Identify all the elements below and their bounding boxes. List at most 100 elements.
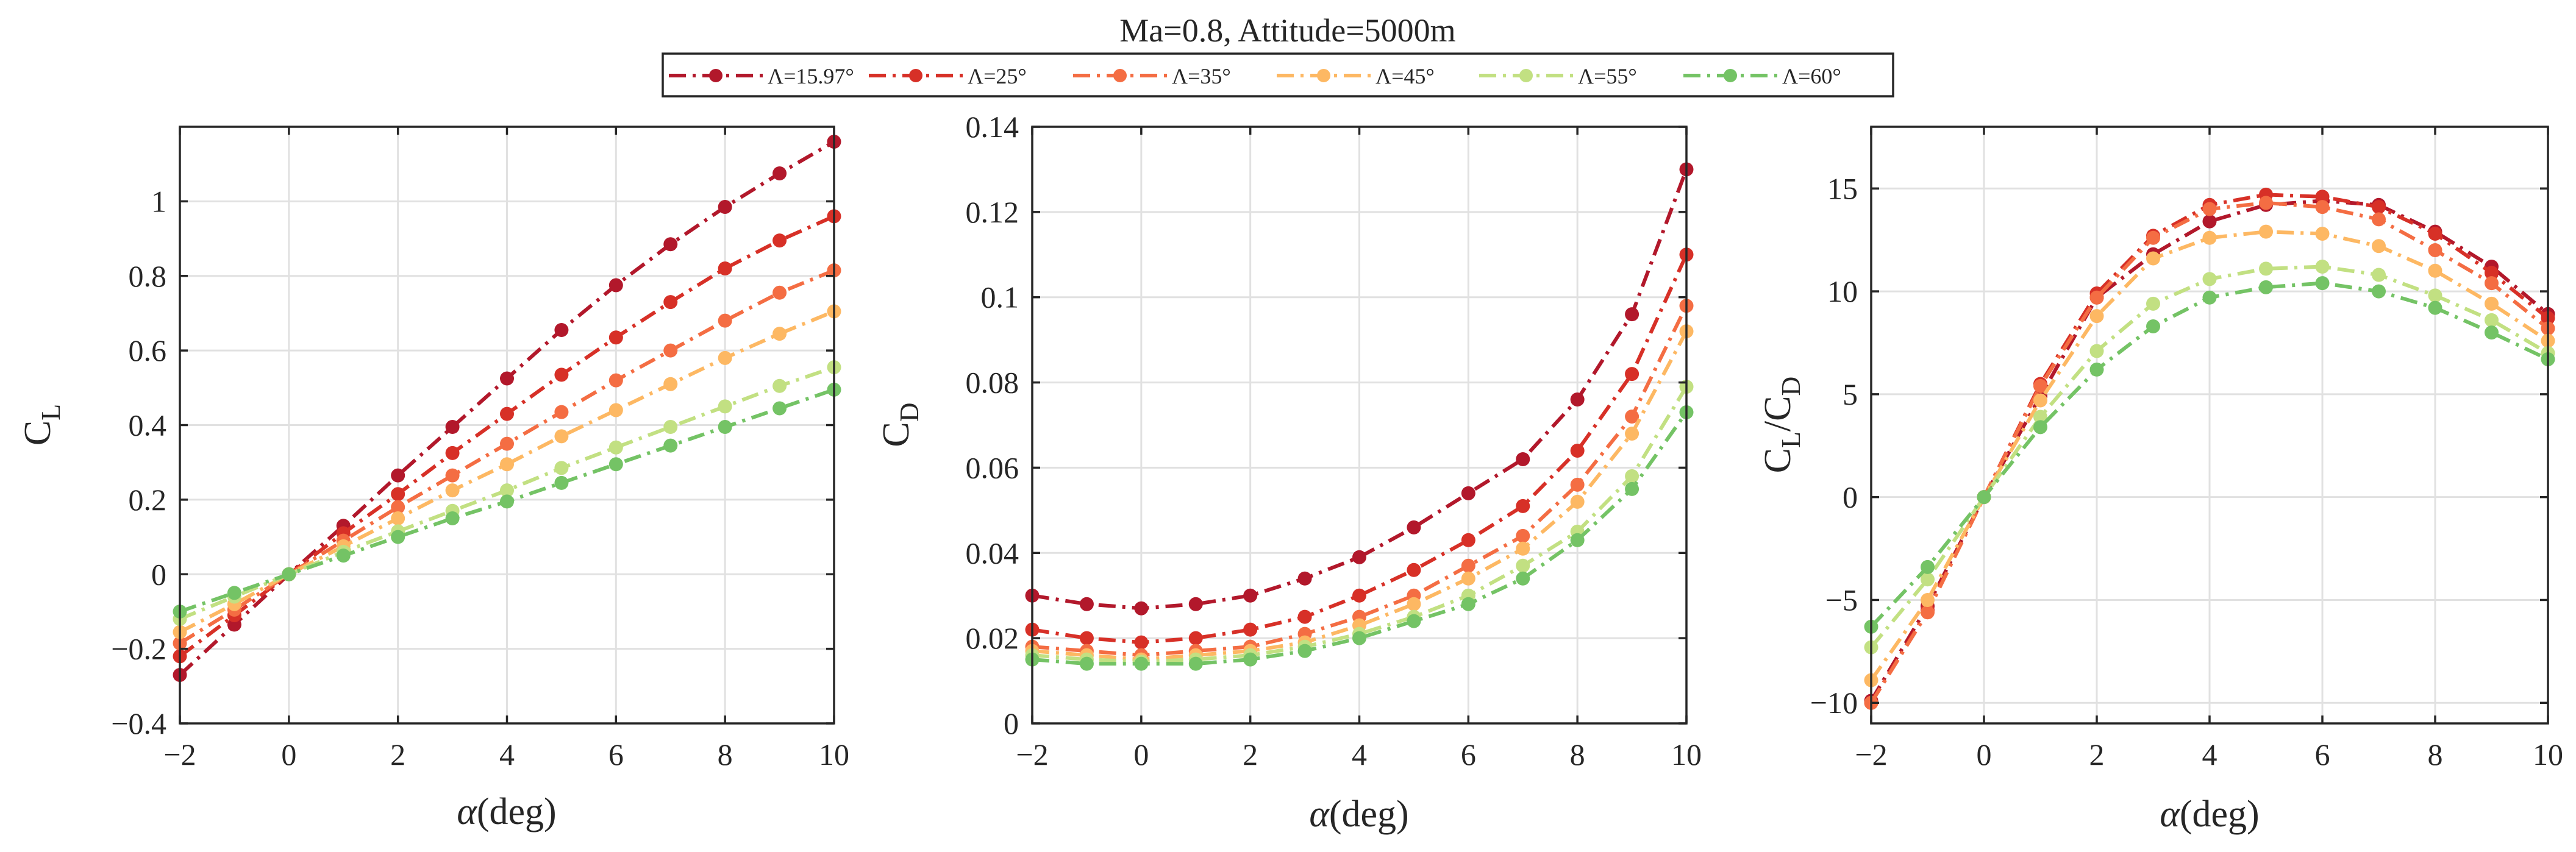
ld-data-point (2202, 214, 2217, 229)
ld-data-point (2259, 280, 2273, 294)
cl-data-point (500, 483, 514, 498)
cd-y-tick-label: 0.04 (966, 536, 1019, 570)
cl-data-point (772, 401, 787, 416)
cd-data-point (1079, 597, 1094, 611)
ld-x-tick-label: 0 (1977, 737, 1992, 772)
ld-x-tick-label: 8 (2428, 737, 2443, 772)
ld-data-point (2315, 200, 2330, 215)
ld-y-tick-label: 5 (1843, 377, 1858, 411)
cl-series (173, 263, 841, 650)
cl-data-point (772, 233, 787, 248)
ld-x-axis-label-symbol: α (2160, 793, 2180, 835)
ld-data-point (2372, 239, 2386, 254)
cd-data-point (1625, 481, 1639, 496)
ld-data-point (2428, 227, 2442, 241)
legend-label: Λ=15.97° (768, 64, 854, 88)
cd-y-axis-label: CD (876, 402, 924, 447)
cl-y-tick-label: 0.8 (129, 259, 167, 293)
cl-data-point (663, 420, 678, 435)
cl-series-group (173, 134, 841, 682)
cd-data-point (1570, 392, 1585, 407)
ld-x-axis-label: α(deg) (2160, 793, 2259, 835)
ld-data-point (2315, 276, 2330, 291)
cl-data-point (718, 350, 732, 365)
cd-data-point (1461, 533, 1475, 547)
cd-data-point (1570, 443, 1585, 458)
cl-data-point (445, 420, 460, 435)
cl-data-point (445, 446, 460, 460)
cl-data-point (663, 343, 678, 358)
cd-x-tick-label: 4 (1352, 737, 1367, 772)
cl-data-point (227, 586, 241, 600)
cd-y-tick-label: 0.08 (966, 366, 1019, 400)
legend-entry: Λ=25° (869, 64, 1027, 88)
cd-data-point (1407, 563, 1421, 577)
ld-data-point (2033, 420, 2047, 435)
legend-label: Λ=25° (968, 64, 1027, 88)
cd-data-point (1625, 367, 1639, 382)
legend-marker (709, 69, 722, 82)
cd-y-axis-label-subscript: D (894, 402, 924, 422)
legend-label: Λ=55° (1578, 64, 1637, 88)
cl-y-axis-label-main: C (17, 421, 59, 446)
cl-y-tick-label: 0.2 (129, 483, 167, 517)
cd-data-point (1243, 588, 1258, 603)
ld-data-point (2089, 309, 2104, 324)
cd-y-tick-label: 0.12 (966, 195, 1019, 229)
ld-x-tick-label: −2 (1855, 737, 1887, 772)
cd-data-point (1407, 614, 1421, 628)
cl-data-point (718, 261, 732, 276)
cl-data-point (772, 166, 787, 180)
cd-data-point (1407, 520, 1421, 534)
cl-x-tick-label: 0 (281, 737, 296, 772)
cl-y-tick-label: 0.4 (129, 408, 167, 442)
cl-data-point (772, 378, 787, 393)
ld-data-point (2428, 243, 2442, 258)
figure-title: Ma=0.8, Attitude=5000m (1119, 12, 1455, 49)
cd-x-axis-label-symbol: α (1309, 793, 1330, 835)
cl-chart-panel: −2 0 2 4 6 8 10 −0.4 −0.2 0 0.2 0.4 0.6 0.8 1 α(deg) C… (17, 126, 849, 832)
cd-data-point (1297, 609, 1312, 624)
cl-y-tick-label: 0.6 (129, 333, 167, 367)
cd-data-point (1134, 601, 1149, 616)
cd-y-tick-label: 0.14 (966, 110, 1019, 144)
legend-label: Λ=45° (1375, 64, 1435, 88)
legend-entries: Λ=15.97° Λ=25° Λ=35° Λ=45° Λ=55° Λ=60° (669, 64, 1841, 88)
ld-data-point (2089, 344, 2104, 358)
cd-data-point (1297, 644, 1312, 658)
cl-data-point (391, 530, 405, 544)
cd-series (1025, 247, 1694, 650)
ld-data-point (2089, 290, 2104, 305)
cl-x-tick-label: 2 (390, 737, 405, 772)
ld-data-point (2202, 272, 2217, 286)
ld-data-point (2146, 230, 2160, 245)
cl-data-point (336, 548, 351, 563)
cd-data-point (1461, 558, 1475, 573)
cl-data-point (391, 500, 405, 514)
ld-data-point (2146, 296, 2160, 311)
ld-data-point (2485, 313, 2499, 327)
cd-data-point (1461, 486, 1475, 500)
cl-data-point (608, 403, 623, 417)
cd-x-tick-label: 2 (1243, 737, 1258, 772)
cl-data-point (500, 406, 514, 421)
ld-data-point (2202, 230, 2217, 245)
cd-data-point (1461, 571, 1475, 586)
cl-data-point (445, 468, 460, 483)
cd-data-point (1625, 469, 1639, 483)
cd-x-tick-label: 10 (1671, 737, 1702, 772)
ld-data-point (2485, 266, 2499, 280)
legend-marker (1724, 69, 1737, 82)
ld-y-tick-label: 10 (1827, 274, 1858, 308)
ld-data-point (2315, 227, 2330, 241)
cl-data-point (391, 511, 405, 525)
cl-y-axis-label: CL (17, 404, 66, 446)
ld-data-point (2485, 325, 2499, 340)
ld-y-axis-label-subscript-2: D (1776, 377, 1806, 396)
cd-y-tick-label: 0 (1004, 706, 1019, 740)
legend-marker (1113, 69, 1127, 82)
ld-data-point (2485, 296, 2499, 311)
ld-x-axis-label-unit: (deg) (2180, 793, 2260, 835)
cl-data-point (608, 278, 623, 293)
